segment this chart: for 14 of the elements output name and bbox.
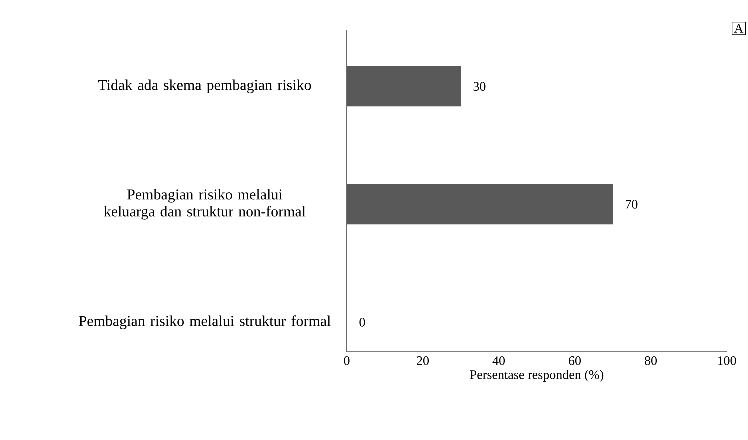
y-tick-label: Pembagian risiko melalui keluarga dan struktur non-formal [104,189,306,220]
x-tick-label: 20 [417,356,430,366]
x-axis-title: Persentase responden (%) [470,370,604,382]
x-tick-label: 40 [492,356,506,366]
x-tick-label: 60 [569,356,582,366]
x-tick-label: 80 [645,356,658,366]
data-label: 0 [360,318,366,327]
text: A [734,24,744,33]
x-tick-label: 0 [344,356,350,366]
x-tick-label: 100 [718,356,736,366]
y-tick-label: Pembagian risiko melalui struktur formal [79,316,331,330]
data-label: 30 [474,82,486,91]
data-label: 70 [626,200,638,209]
y-tick-label: Tidak ada skema pembagian risiko [98,80,312,94]
